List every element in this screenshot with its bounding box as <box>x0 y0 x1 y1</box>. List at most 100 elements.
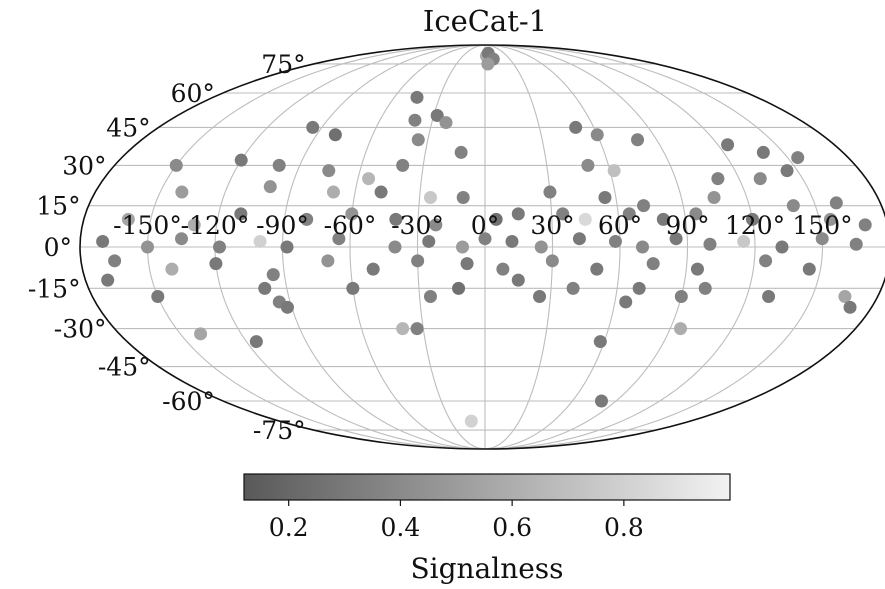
colorbar-ticks: 0.2 0.4 0.6 0.8 <box>269 500 644 542</box>
data-point <box>306 120 320 134</box>
colorbar-label: Signalness <box>410 552 563 585</box>
data-point <box>815 232 829 246</box>
latitude-tick-labels: 75° 60° 45°30° 15° 0° -15° -30° -45° -60° -75° <box>28 50 306 445</box>
data-point <box>249 335 263 349</box>
data-point <box>674 322 688 336</box>
data-point <box>345 207 359 221</box>
data-point <box>489 212 503 226</box>
data-point <box>460 257 474 271</box>
latitude-tick-label: 45° <box>106 113 150 142</box>
data-point <box>534 240 548 254</box>
data-point <box>165 262 179 276</box>
data-point <box>593 335 607 349</box>
colorbar-tick-label: 0.8 <box>604 513 644 542</box>
data-point <box>637 199 651 213</box>
data-point <box>389 212 403 226</box>
latitude-tick-label: -45° <box>98 353 151 382</box>
colorbar: 0.2 0.4 0.6 0.8 Signalness <box>243 473 731 585</box>
data-point <box>543 185 557 199</box>
data-point <box>96 234 110 248</box>
data-point <box>272 158 286 172</box>
data-point <box>569 120 583 134</box>
data-point <box>423 190 437 204</box>
data-point <box>366 262 380 276</box>
data-point <box>505 234 519 248</box>
data-point <box>607 164 621 178</box>
data-point <box>454 145 468 159</box>
data-point <box>698 281 712 295</box>
data-point <box>258 281 272 295</box>
data-point <box>478 232 492 246</box>
longitude-tick-label: -150° <box>113 211 182 240</box>
data-point <box>703 237 717 251</box>
data-point <box>253 234 267 248</box>
data-point <box>328 128 342 142</box>
data-point <box>711 172 725 186</box>
data-point <box>556 207 570 221</box>
data-point <box>721 138 735 152</box>
map-outline <box>79 44 885 450</box>
data-point <box>843 300 857 314</box>
colorbar-tick-label: 0.2 <box>269 513 309 542</box>
data-point <box>423 290 437 304</box>
data-point <box>346 281 360 295</box>
longitude-tick-label: 120° <box>725 211 785 240</box>
latitude-tick-label: -75° <box>253 416 306 445</box>
longitude-tick-label: 60° <box>598 211 642 240</box>
data-point <box>646 257 660 271</box>
data-point <box>745 212 759 226</box>
latitude-tick-label: 15° <box>36 192 80 221</box>
data-point <box>430 108 444 122</box>
data-point <box>300 212 314 226</box>
data-point <box>762 290 776 304</box>
longitude-tick-label: 150° <box>792 211 852 240</box>
data-point <box>581 158 595 172</box>
data-point <box>101 273 115 287</box>
data-point <box>636 240 649 254</box>
colorbar-tick-label: 0.4 <box>381 513 421 542</box>
data-point <box>632 281 646 295</box>
data-point <box>496 262 510 276</box>
graticule-grid <box>80 44 885 450</box>
latitude-tick-label: 60° <box>171 79 215 108</box>
data-point <box>590 262 604 276</box>
data-point <box>410 90 424 104</box>
data-point <box>707 190 721 204</box>
data-point <box>169 158 183 172</box>
data-point <box>791 151 805 165</box>
latitude-tick-label: -15° <box>28 274 81 303</box>
data-point <box>737 234 751 248</box>
colorbar-gradient <box>243 473 731 501</box>
data-point <box>456 240 469 254</box>
data-point <box>194 327 208 341</box>
data-point <box>411 254 425 268</box>
data-point <box>545 254 559 268</box>
data-point <box>775 240 789 254</box>
data-point <box>322 164 336 178</box>
data-point <box>619 295 633 309</box>
data-point <box>689 207 703 221</box>
data-point <box>234 207 248 221</box>
data-point <box>674 290 688 304</box>
latitude-tick-label: -60° <box>162 387 215 416</box>
data-point <box>263 180 277 194</box>
data-point <box>429 218 443 232</box>
data-point <box>690 262 704 276</box>
data-point <box>213 240 226 254</box>
data-point <box>598 190 612 204</box>
chart-title: IceCat-1 <box>423 4 547 38</box>
data-point <box>388 240 402 254</box>
longitude-tick-label: -120° <box>181 211 250 240</box>
latitude-tick-label: -30° <box>54 315 107 344</box>
data-point <box>780 164 794 178</box>
data-point <box>151 290 165 304</box>
data-point <box>786 199 800 213</box>
longitude-tick-labels: -150°-120° -90° -60° -30° 0° 30° 60° 90° 120° 150… <box>113 211 852 240</box>
data-point <box>396 158 410 172</box>
longitude-tick-label: -30° <box>391 211 444 240</box>
data-point <box>422 234 436 248</box>
data-point <box>280 240 294 254</box>
data-point <box>411 133 425 147</box>
data-point <box>396 322 410 336</box>
